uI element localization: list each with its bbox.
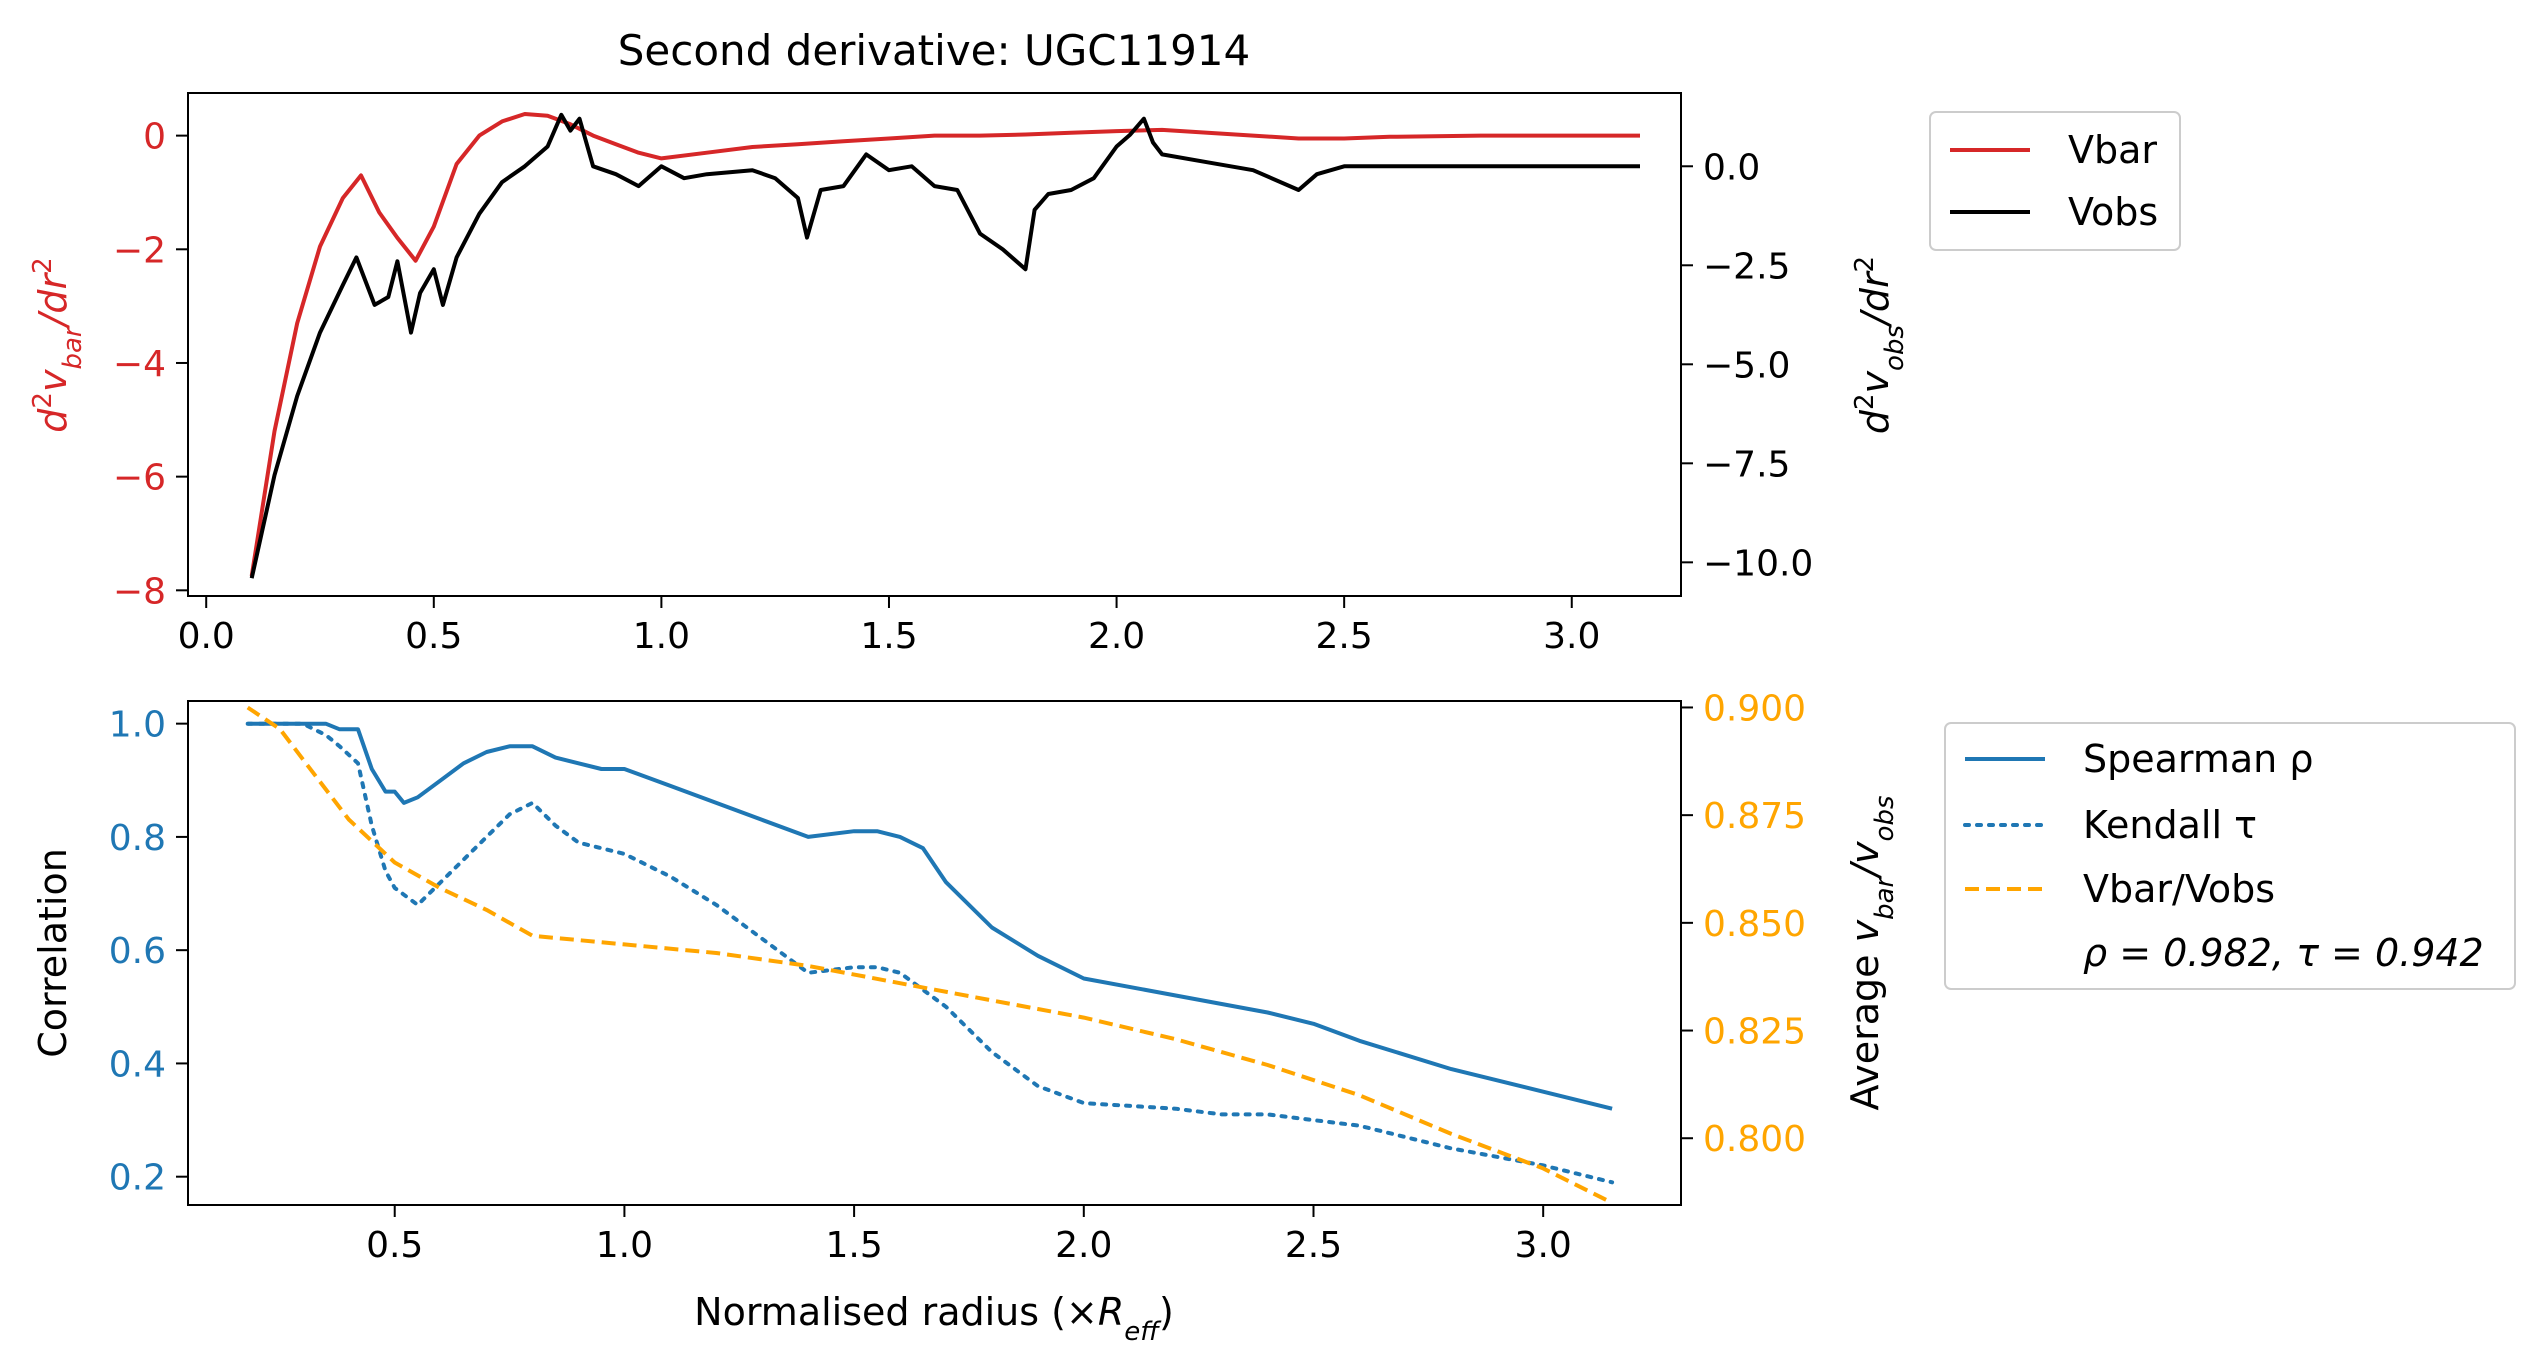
bottom-xtick-label: 1.5 <box>825 1225 882 1266</box>
bottom-legend: Spearman ρ Kendall τ Vbar/Vobs ρ = 0.982… <box>1944 722 2516 990</box>
top-left-ytick-label: −8 <box>113 571 166 612</box>
top-left-ytick-label: 0 <box>143 117 166 158</box>
bottom-legend-box <box>1944 722 2516 990</box>
legend-label-kendall: Kendall τ <box>2083 803 2257 847</box>
top-legend: Vbar Vobs <box>1929 111 2181 251</box>
top-left-ytick-label: −2 <box>113 230 166 271</box>
top-right-ytick-label: 0.0 <box>1703 147 1760 188</box>
top-xtick-label: 2.0 <box>1088 616 1145 657</box>
legend-label-vbar: Vbar <box>2068 128 2157 172</box>
top-plot-frame <box>187 92 1682 597</box>
bottom-plot-frame <box>187 700 1682 1206</box>
bottom-right-ytick-label: 0.825 <box>1703 1012 1806 1053</box>
top-xtick-label: 1.5 <box>860 616 917 657</box>
bottom-xtick-label: 3.0 <box>1515 1225 1572 1266</box>
bottom-xtick-label: 0.5 <box>366 1225 423 1266</box>
bottom-left-ytick-label: 0.4 <box>109 1044 166 1085</box>
top-xtick-label: 0.0 <box>178 616 235 657</box>
top-xtick-label: 1.0 <box>633 616 690 657</box>
bottom-right-ytick-label: 0.875 <box>1703 796 1806 837</box>
top-xtick-label: 3.0 <box>1543 616 1600 657</box>
top-xtick-label: 2.5 <box>1316 616 1373 657</box>
top-series-line-1 <box>249 112 1640 579</box>
legend-annotation: ρ = 0.982, τ = 0.942 <box>2083 931 2484 975</box>
legend-label-vobs: Vobs <box>2068 190 2158 234</box>
bottom-xtick-label: 2.5 <box>1285 1225 1342 1266</box>
bottom-left-ylabel: Correlation <box>31 848 75 1058</box>
bottom-left-ytick-label: 0.2 <box>109 1158 166 1199</box>
bottom-xtick-label: 1.0 <box>596 1225 653 1266</box>
bottom-right-ytick-label: 0.800 <box>1703 1119 1806 1160</box>
bottom-series-line-1 <box>245 721 1615 1185</box>
top-chart-title: Second derivative: UGC11914 <box>618 26 1251 75</box>
top-xtick-label: 0.5 <box>405 616 462 657</box>
bottom-left-ytick-label: 1.0 <box>109 705 166 746</box>
bottom-series-line-2 <box>246 705 1613 1205</box>
bottom-left-ytick-label: 0.8 <box>109 818 166 859</box>
legend-label-spearman: Spearman ρ <box>2083 737 2313 781</box>
top-right-ytick-label: −2.5 <box>1703 246 1790 287</box>
top-right-ytick-label: −5.0 <box>1703 345 1790 386</box>
bottom-xtick-label: 2.0 <box>1055 1225 1112 1266</box>
top-right-ytick-label: −10.0 <box>1703 543 1813 584</box>
top-right-ytick-label: −7.5 <box>1703 444 1790 485</box>
bottom-left-ytick-label: 0.6 <box>109 931 166 972</box>
top-left-ytick-label: −4 <box>113 344 166 385</box>
bottom-right-ytick-label: 0.900 <box>1703 688 1806 729</box>
bottom-series-line-0 <box>247 721 1613 1111</box>
top-legend-box <box>1929 111 2181 251</box>
legend-label-ratio: Vbar/Vobs <box>2083 867 2275 911</box>
top-left-ytick-label: −6 <box>113 458 166 499</box>
top-series-line-0 <box>249 112 1640 577</box>
bottom-right-ytick-label: 0.850 <box>1703 904 1806 945</box>
